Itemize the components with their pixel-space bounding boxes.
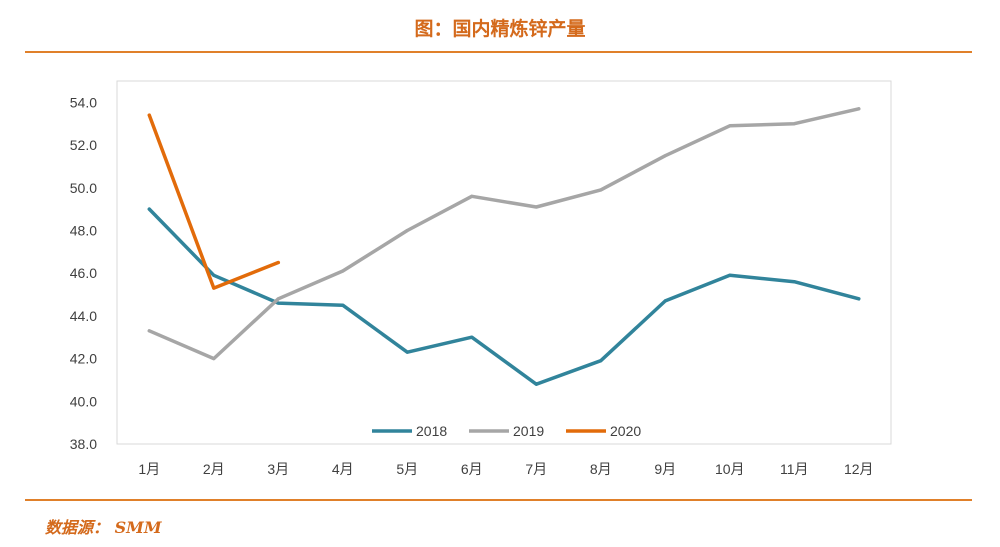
data-point-2019 bbox=[276, 297, 280, 301]
x-tick-label: 9月 bbox=[654, 461, 676, 477]
series-line-2018 bbox=[147, 207, 861, 386]
x-tick-label: 2月 bbox=[203, 461, 225, 477]
data-point-2019 bbox=[857, 107, 861, 111]
x-tick-label: 11月 bbox=[780, 461, 809, 477]
source-note: 数据源： SMM bbox=[45, 518, 162, 537]
data-point-2018 bbox=[405, 350, 409, 354]
x-tick-label: 3月 bbox=[267, 461, 289, 477]
series-line-2020 bbox=[147, 113, 281, 290]
data-point-2019 bbox=[341, 269, 345, 273]
data-point-2018 bbox=[534, 382, 538, 386]
x-tick-label: 7月 bbox=[525, 461, 547, 477]
data-point-2018 bbox=[728, 273, 732, 277]
y-tick-label: 46.0 bbox=[70, 265, 97, 281]
legend-label: 2019 bbox=[513, 423, 544, 439]
top-divider bbox=[25, 51, 972, 53]
data-point-2018 bbox=[599, 359, 603, 363]
data-point-2018 bbox=[663, 299, 667, 303]
data-point-2019 bbox=[147, 329, 151, 333]
legend-label: 2020 bbox=[610, 423, 641, 439]
chart-title: 图：国内精炼锌产量 bbox=[414, 18, 586, 40]
data-point-2019 bbox=[212, 357, 216, 361]
data-point-2018 bbox=[470, 335, 474, 339]
data-point-2019 bbox=[663, 154, 667, 158]
y-tick-label: 44.0 bbox=[70, 308, 97, 324]
data-point-2019 bbox=[470, 194, 474, 198]
data-point-2018 bbox=[212, 273, 216, 277]
bottom-divider bbox=[25, 499, 972, 501]
data-point-2018 bbox=[341, 303, 345, 307]
data-point-2018 bbox=[857, 297, 861, 301]
y-tick-label: 40.0 bbox=[70, 393, 97, 409]
series-line-2019 bbox=[147, 107, 861, 361]
data-point-2020 bbox=[147, 113, 151, 117]
plot-area-border bbox=[116, 80, 892, 445]
y-tick-label: 54.0 bbox=[70, 94, 97, 110]
line-chart: 38.0 40.0 42.0 44.0 46.0 48.0 50.0 52.0 54.0 1月 2… bbox=[70, 80, 892, 477]
x-tick-label: 5月 bbox=[396, 461, 418, 477]
y-tick-label: 42.0 bbox=[70, 351, 97, 367]
data-point-2018 bbox=[147, 207, 151, 211]
x-tick-label: 4月 bbox=[332, 461, 354, 477]
y-tick-label: 52.0 bbox=[70, 137, 97, 153]
x-tick-label: 1月 bbox=[138, 461, 160, 477]
data-point-2019 bbox=[728, 124, 732, 128]
data-point-2019 bbox=[792, 122, 796, 126]
data-point-2020 bbox=[276, 261, 280, 264]
y-tick-label: 48.0 bbox=[70, 222, 97, 238]
data-point-2019 bbox=[534, 205, 538, 209]
x-tick-label: 6月 bbox=[461, 461, 483, 477]
data-point-2018 bbox=[276, 301, 280, 305]
x-tick-label: 12月 bbox=[844, 461, 874, 477]
y-tick-label: 38.0 bbox=[70, 436, 97, 452]
data-point-2018 bbox=[792, 280, 796, 284]
x-tick-label: 8月 bbox=[590, 461, 612, 477]
x-tick-label: 10月 bbox=[715, 461, 745, 477]
legend-label: 2018 bbox=[416, 423, 447, 439]
data-point-2019 bbox=[405, 228, 409, 232]
data-point-2020 bbox=[212, 286, 216, 290]
data-point-2019 bbox=[599, 188, 603, 192]
y-tick-label: 50.0 bbox=[70, 180, 97, 196]
